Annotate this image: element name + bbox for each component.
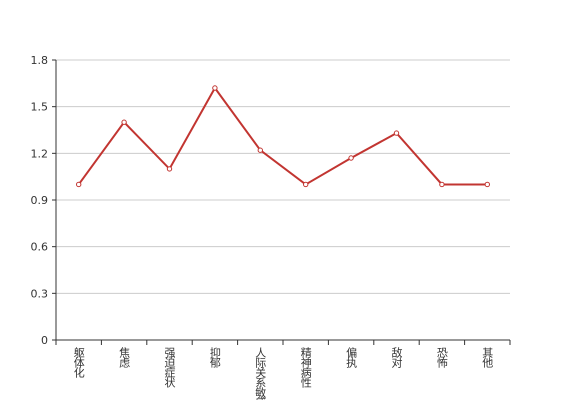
x-tick-label: 焦虑 [118,347,131,368]
data-point [76,181,82,188]
y-tick-label: 1.5 [31,101,49,114]
y-tick-label: 0 [41,334,48,347]
data-point [212,85,218,91]
x-tick-label: 躯体化 [72,347,85,379]
y-tick-label: 0.3 [31,287,49,300]
x-tick-label: 人际关系敏感 [254,347,267,400]
data-point [257,147,263,153]
data-point [439,181,445,188]
data-point [303,181,309,188]
x-tick-label: 抑郁 [208,346,221,368]
y-tick-label: 1.8 [31,54,49,67]
data-point [484,181,490,188]
x-tick-label: 恐怖 [435,347,448,368]
x-tick-label: 强迫症状 [163,347,176,388]
x-tick-label: 敌对 [390,346,403,368]
y-tick-label: 0.9 [31,194,49,207]
data-point [393,130,400,136]
y-tick-label: 1.2 [31,147,49,160]
data-point [166,166,173,172]
x-tick-label: 偏执 [345,346,358,369]
data-point [348,155,354,161]
data-point [121,119,127,125]
data-line [77,86,488,186]
y-tick-label: 0.6 [31,241,49,254]
x-tick-label: 精神病性 [299,347,312,389]
x-tick-label: 其他 [481,347,494,368]
